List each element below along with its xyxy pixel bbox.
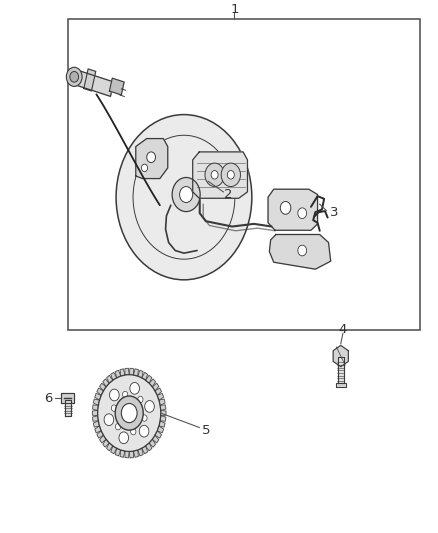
Polygon shape <box>134 369 138 376</box>
Polygon shape <box>160 405 166 410</box>
Polygon shape <box>120 369 125 376</box>
Polygon shape <box>338 357 343 383</box>
Polygon shape <box>97 431 103 438</box>
Circle shape <box>147 152 155 163</box>
Circle shape <box>110 389 119 401</box>
Polygon shape <box>159 421 165 427</box>
Polygon shape <box>155 431 162 438</box>
Polygon shape <box>142 446 148 454</box>
Polygon shape <box>136 139 168 179</box>
Circle shape <box>98 375 161 451</box>
Polygon shape <box>106 375 113 383</box>
Polygon shape <box>268 189 318 230</box>
Polygon shape <box>70 69 114 96</box>
Circle shape <box>280 201 291 214</box>
Polygon shape <box>115 448 121 456</box>
Polygon shape <box>115 370 121 378</box>
Circle shape <box>145 401 154 413</box>
Text: 5: 5 <box>201 424 210 437</box>
Polygon shape <box>149 439 155 447</box>
Polygon shape <box>61 393 74 403</box>
Circle shape <box>130 383 139 394</box>
Polygon shape <box>97 388 103 395</box>
Text: 2: 2 <box>224 188 233 200</box>
Polygon shape <box>138 448 143 456</box>
Polygon shape <box>142 373 148 380</box>
Polygon shape <box>65 400 71 416</box>
Polygon shape <box>120 450 125 457</box>
Polygon shape <box>92 410 98 416</box>
Polygon shape <box>333 345 348 367</box>
Circle shape <box>172 177 200 212</box>
Polygon shape <box>193 152 247 198</box>
Circle shape <box>131 429 136 435</box>
Polygon shape <box>111 373 117 380</box>
Bar <box>68 19 420 330</box>
Circle shape <box>141 164 148 172</box>
Circle shape <box>298 208 307 219</box>
Polygon shape <box>149 379 155 387</box>
Polygon shape <box>138 370 143 378</box>
Polygon shape <box>95 393 101 400</box>
Polygon shape <box>93 399 99 405</box>
Circle shape <box>66 67 82 86</box>
Circle shape <box>180 187 193 203</box>
Text: 6: 6 <box>44 392 53 405</box>
Polygon shape <box>106 443 113 451</box>
Circle shape <box>211 171 218 179</box>
Circle shape <box>142 415 147 421</box>
Circle shape <box>138 397 143 403</box>
Polygon shape <box>129 368 134 375</box>
Polygon shape <box>125 451 129 458</box>
Polygon shape <box>145 375 152 383</box>
Circle shape <box>123 391 128 398</box>
Polygon shape <box>134 450 138 457</box>
Circle shape <box>121 403 137 423</box>
Text: 1: 1 <box>230 3 239 15</box>
Polygon shape <box>145 443 152 451</box>
Polygon shape <box>99 435 106 443</box>
Circle shape <box>116 115 252 280</box>
Circle shape <box>116 423 121 430</box>
Polygon shape <box>84 69 96 91</box>
Polygon shape <box>99 383 106 391</box>
Polygon shape <box>152 435 159 443</box>
Polygon shape <box>129 451 134 458</box>
Circle shape <box>227 171 234 179</box>
Text: 4: 4 <box>339 323 347 336</box>
Polygon shape <box>155 388 162 395</box>
Polygon shape <box>111 446 117 454</box>
Circle shape <box>205 163 224 187</box>
Circle shape <box>111 405 117 411</box>
Circle shape <box>104 414 114 425</box>
Polygon shape <box>160 416 166 421</box>
Text: 3: 3 <box>330 206 339 219</box>
Polygon shape <box>336 383 346 387</box>
Polygon shape <box>93 421 99 427</box>
Polygon shape <box>92 405 99 410</box>
Polygon shape <box>161 410 166 416</box>
Polygon shape <box>157 426 163 433</box>
Polygon shape <box>103 439 110 447</box>
Circle shape <box>70 71 78 82</box>
Circle shape <box>119 432 129 443</box>
Polygon shape <box>110 78 124 95</box>
Circle shape <box>139 425 149 437</box>
Polygon shape <box>103 379 110 387</box>
Circle shape <box>298 245 307 256</box>
Polygon shape <box>152 383 159 391</box>
Polygon shape <box>269 235 331 269</box>
Polygon shape <box>95 426 101 433</box>
Polygon shape <box>157 393 163 400</box>
Polygon shape <box>159 399 165 405</box>
Circle shape <box>221 163 240 187</box>
Circle shape <box>115 396 143 430</box>
Polygon shape <box>125 368 129 375</box>
Polygon shape <box>92 416 99 421</box>
